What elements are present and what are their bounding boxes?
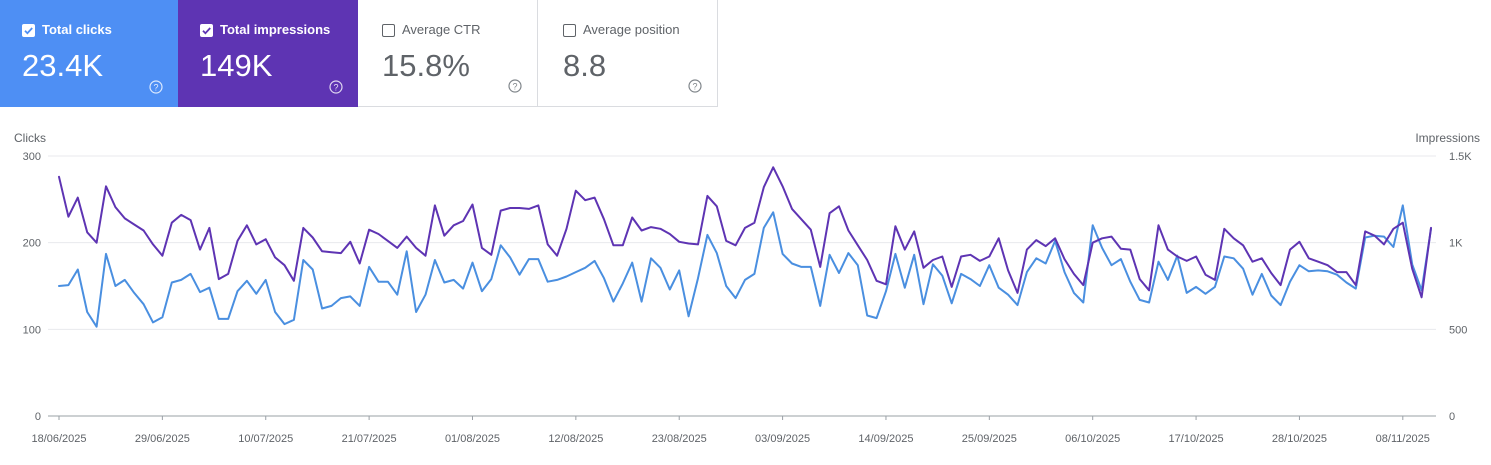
performance-chart[interactable]: Clicks Impressions 0 100 200 300 0 500 1K 1.5K… xyxy=(0,120,1491,460)
metric-cards: Total clicks 23.4K ? Total impressions 1… xyxy=(0,0,718,107)
average-ctr-label: Average CTR xyxy=(402,22,481,37)
help-icon[interactable]: ? xyxy=(508,79,522,93)
x-axis-ticks: 18/06/2025 29/06/2025 10/07/2025 21/07/2025… xyxy=(31,416,1430,445)
chart-series xyxy=(58,166,1432,328)
average-position-label: Average position xyxy=(583,22,680,37)
average-ctr-value: 15.8% xyxy=(382,48,470,83)
x-tick-label: 28/10/2025 xyxy=(1272,433,1327,445)
svg-text:?: ? xyxy=(512,81,517,91)
x-tick-label: 25/09/2025 xyxy=(962,433,1017,445)
left-tick-label: 0 xyxy=(35,411,41,423)
left-tick-label: 300 xyxy=(23,151,41,163)
average-ctr-card[interactable]: Average CTR 15.8% ? xyxy=(358,0,538,107)
right-axis-ticks: 0 500 1K 1.5K xyxy=(1449,151,1472,423)
right-tick-label: 0 xyxy=(1449,411,1455,423)
svg-text:?: ? xyxy=(333,82,338,92)
x-tick-label: 18/06/2025 xyxy=(31,433,86,445)
average-position-card[interactable]: Average position 8.8 ? xyxy=(538,0,718,107)
right-tick-label: 500 xyxy=(1449,324,1467,336)
help-icon[interactable]: ? xyxy=(149,80,163,94)
right-tick-label: 1.5K xyxy=(1449,151,1472,163)
checkbox-unchecked-icon[interactable] xyxy=(563,24,576,37)
help-icon[interactable]: ? xyxy=(688,79,702,93)
right-axis-title: Impressions xyxy=(1415,131,1480,145)
x-tick-label: 29/06/2025 xyxy=(135,433,190,445)
left-axis-title: Clicks xyxy=(14,131,46,145)
left-axis-ticks: 0 100 200 300 xyxy=(23,151,41,423)
total-clicks-value: 23.4K xyxy=(22,48,104,83)
x-tick-label: 06/10/2025 xyxy=(1065,433,1120,445)
x-tick-label: 10/07/2025 xyxy=(238,433,293,445)
right-tick-label: 1K xyxy=(1449,238,1463,250)
series-line-impressions[interactable] xyxy=(58,166,1432,299)
total-clicks-card[interactable]: Total clicks 23.4K ? xyxy=(0,0,178,107)
x-tick-label: 12/08/2025 xyxy=(548,433,603,445)
x-tick-label: 23/08/2025 xyxy=(652,433,707,445)
total-clicks-label: Total clicks xyxy=(42,22,112,37)
checkbox-unchecked-icon[interactable] xyxy=(382,24,395,37)
x-tick-label: 01/08/2025 xyxy=(445,433,500,445)
x-tick-label: 03/09/2025 xyxy=(755,433,810,445)
svg-text:?: ? xyxy=(692,81,697,91)
help-icon[interactable]: ? xyxy=(329,80,343,94)
series-line-clicks[interactable] xyxy=(58,204,1432,328)
chart-grid xyxy=(48,155,1436,417)
left-tick-label: 100 xyxy=(23,324,41,336)
total-impressions-label: Total impressions xyxy=(220,22,331,37)
x-tick-label: 14/09/2025 xyxy=(858,433,913,445)
left-tick-label: 200 xyxy=(23,238,41,250)
x-tick-label: 08/11/2025 xyxy=(1376,433,1430,445)
checkbox-checked-icon[interactable] xyxy=(200,24,213,37)
x-tick-label: 17/10/2025 xyxy=(1169,433,1224,445)
checkbox-checked-icon[interactable] xyxy=(22,24,35,37)
total-impressions-value: 149K xyxy=(200,48,273,83)
svg-text:?: ? xyxy=(153,82,158,92)
average-position-value: 8.8 xyxy=(563,48,607,83)
total-impressions-card[interactable]: Total impressions 149K ? xyxy=(178,0,358,107)
x-tick-label: 21/07/2025 xyxy=(342,433,397,445)
